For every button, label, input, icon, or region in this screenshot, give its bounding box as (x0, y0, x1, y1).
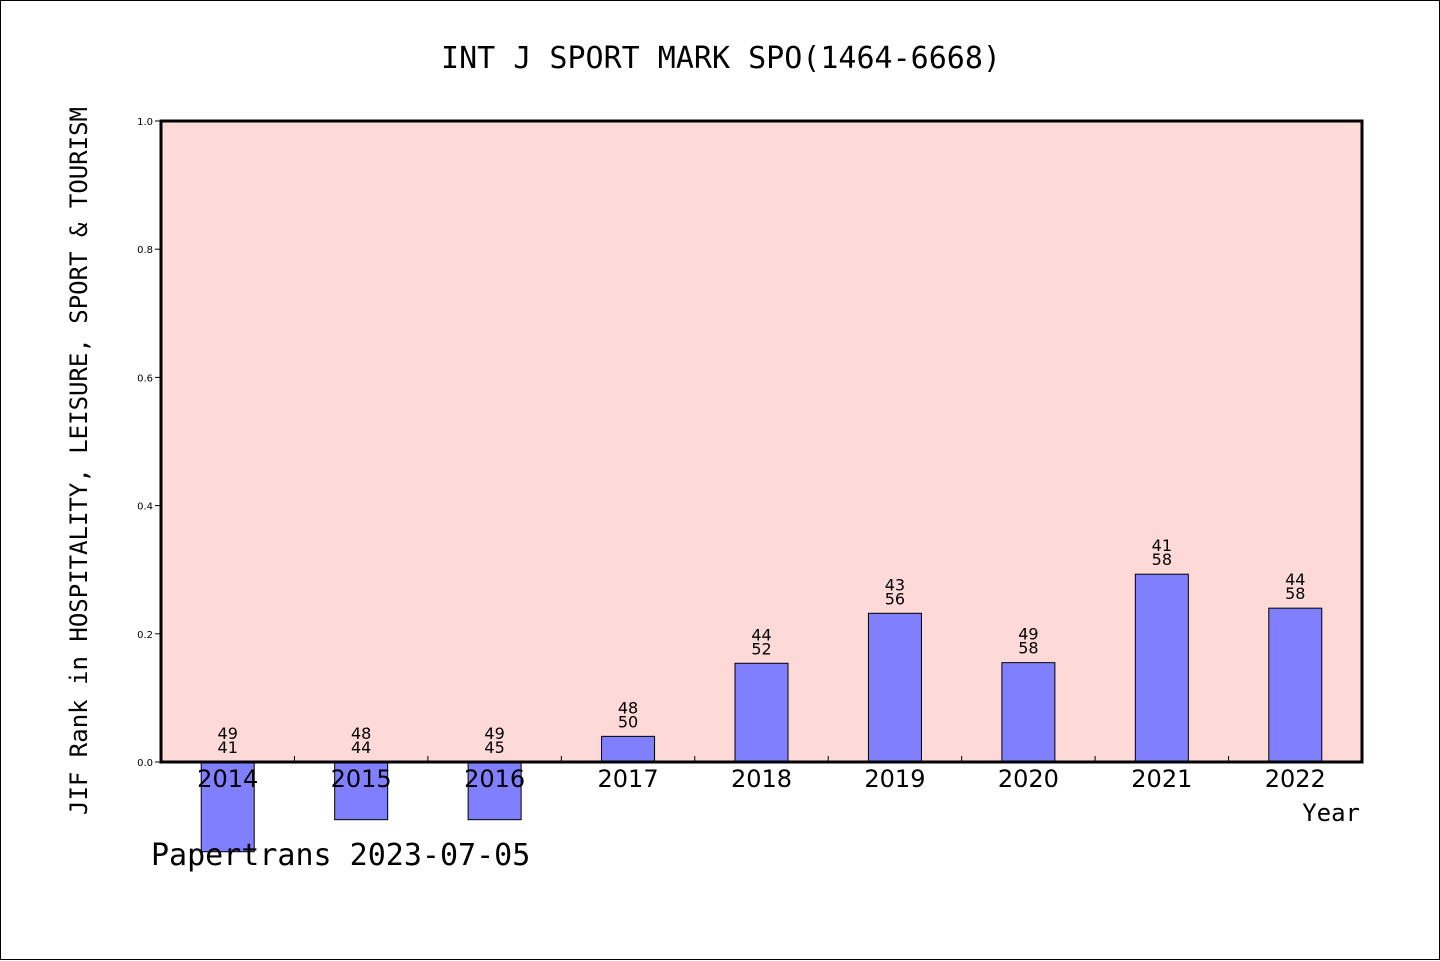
y-axis-title: JIF Rank in HOSPITALITY, LEISURE, SPORT … (65, 107, 93, 815)
bar-2019 (867, 612, 922, 763)
data-label-top: 48 (351, 724, 371, 743)
data-label-top: 49 (218, 724, 238, 743)
data-label-bottom: 45 (484, 738, 504, 757)
x-tick-label: 2016 (464, 765, 525, 793)
watermark-text: Papertrans 2023-07-05 (151, 838, 530, 873)
data-label-top: 48 (618, 698, 638, 717)
x-tick-label: 2022 (1265, 765, 1326, 793)
y-tick-label: 0.4 (137, 502, 153, 513)
x-axis-ticks (293, 756, 1230, 762)
bar-2017 (601, 735, 656, 763)
y-tick-label: 0.0 (137, 758, 153, 769)
y-tick-label: 1.0 (137, 117, 153, 128)
data-label-bottom: 41 (218, 738, 238, 757)
x-axis-title: Year (1302, 799, 1360, 827)
y-axis-ticks: 0.0 0.2 0.4 0.6 0.8 1.0 (137, 117, 161, 769)
bar-2022 (1268, 607, 1323, 763)
data-label-top: 44 (751, 625, 771, 644)
x-tick-label: 2020 (998, 765, 1059, 793)
data-label-top: 49 (484, 724, 504, 743)
data-label-bottom: 58 (1152, 550, 1172, 569)
y-tick-label: 0.2 (137, 630, 153, 641)
data-label-bottom: 50 (618, 712, 638, 731)
data-label-top: 44 (1285, 570, 1305, 589)
data-label-bottom: 58 (1285, 584, 1305, 603)
y-tick-label: 0.6 (137, 373, 153, 384)
bar-2020 (1001, 662, 1056, 763)
x-tick-label: 2014 (197, 765, 258, 793)
data-label-bottom: 58 (1018, 639, 1038, 658)
bars (200, 573, 1323, 853)
bar-2015 (334, 761, 389, 821)
x-tick-label: 2015 (331, 765, 392, 793)
x-tick-label: 2017 (598, 765, 659, 793)
data-label-bottom: 52 (751, 639, 771, 658)
plot-border (159, 119, 1364, 764)
y-tick-label: 0.8 (137, 245, 153, 256)
x-tick-label: 2019 (864, 765, 925, 793)
data-label-top: 43 (885, 575, 905, 594)
chart-title: INT J SPORT MARK SPO(1464-6668) (441, 41, 1001, 76)
data-label-bottom: 56 (885, 589, 905, 608)
data-label-bottom: 44 (351, 738, 371, 757)
x-tick-label: 2021 (1131, 765, 1192, 793)
x-axis-tick-labels: 2014 2015 2016 2017 2018 2019 2020 2021 2022 (197, 765, 1326, 793)
data-label-top: 41 (1152, 536, 1172, 555)
x-tick-label: 2018 (731, 765, 792, 793)
bar-2018 (734, 662, 789, 763)
bar-2014 (200, 761, 255, 853)
data-label-top: 49 (1018, 625, 1038, 644)
bar-2021 (1134, 573, 1189, 763)
